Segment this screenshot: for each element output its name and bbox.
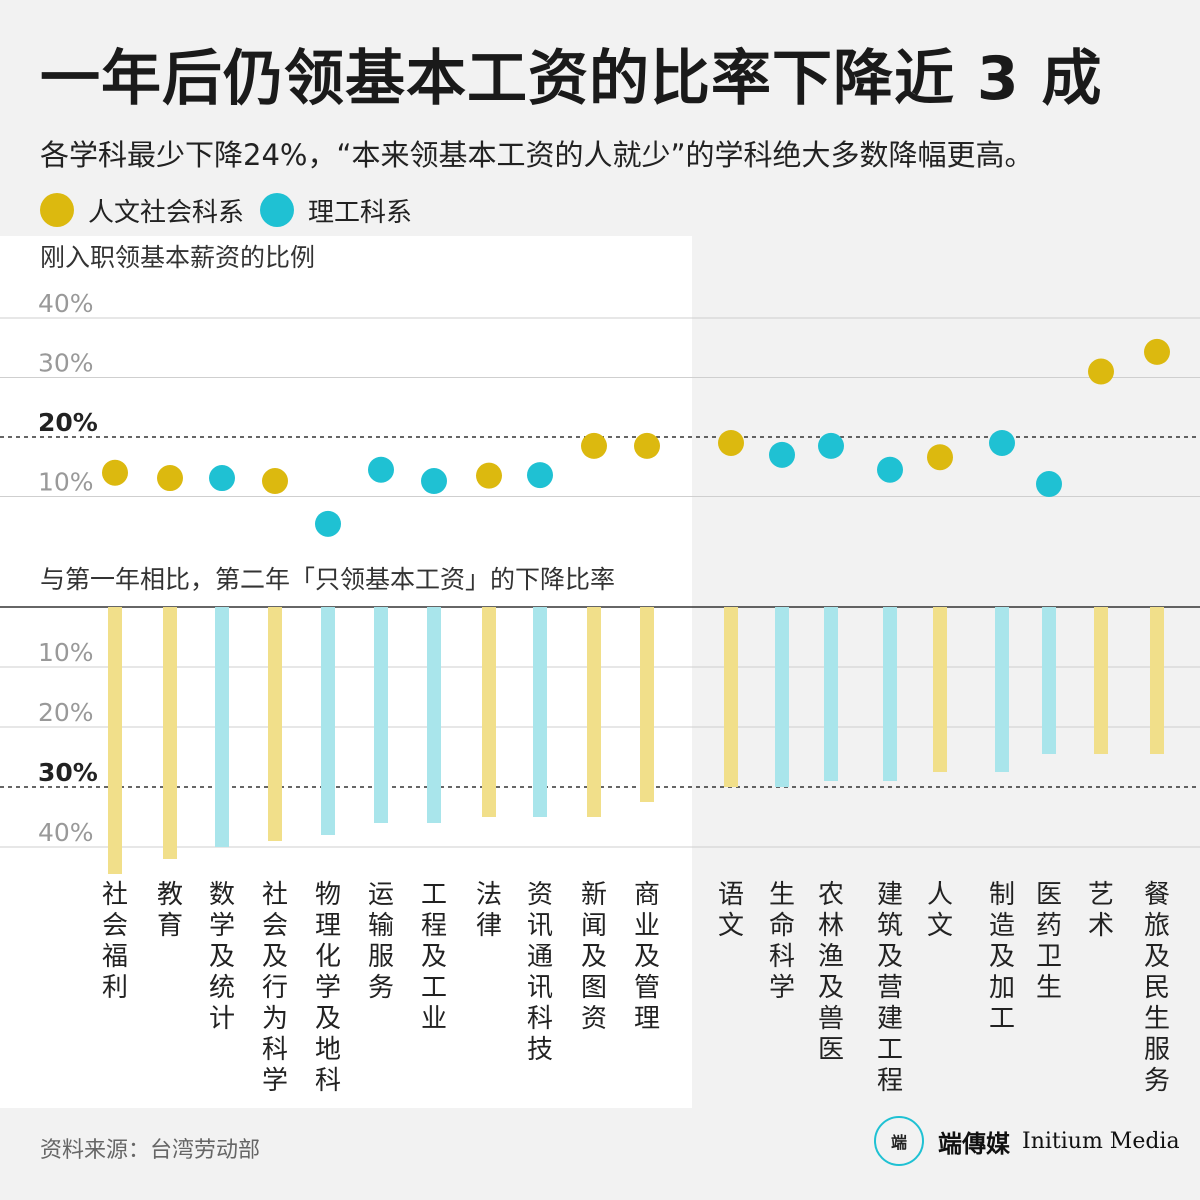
category-label: 社会及行为科学 [262, 880, 288, 1096]
bar-15 [933, 607, 947, 772]
bar-18 [1094, 607, 1108, 754]
category-label: 工程及工业 [421, 880, 447, 1034]
category-label: 餐旅及民生服务 [1144, 880, 1170, 1096]
bar-tick-label: 30% [38, 758, 98, 787]
category-label: 社会福利 [102, 880, 128, 1003]
scatter-tick-label: 40% [38, 289, 94, 318]
source-note: 资料来源：台湾劳动部 [40, 1138, 261, 1163]
category-label: 人文 [927, 880, 953, 941]
scatter-point-2 [209, 465, 235, 492]
category-label: 资讯通讯科技 [527, 880, 553, 1065]
scatter-tick-label: 10% [38, 468, 94, 497]
legend-swatch-science [260, 193, 295, 227]
bar-tick-label: 20% [38, 698, 94, 727]
scatter-title: 刚入职领基本薪资的比例 [40, 243, 315, 272]
scatter-point-4 [315, 510, 341, 537]
page-subtitle: 各学科最少下降24%，“本来领基本工资的人就少”的学科绝大多数降幅更高。 [40, 138, 1034, 172]
bar-tick-label: 40% [38, 818, 94, 847]
page-title: 一年后仍领基本工资的比率下降近 3 成 [40, 44, 1103, 114]
bar-1 [163, 607, 177, 859]
bar-16 [995, 607, 1009, 772]
scatter-point-11 [718, 429, 744, 456]
scatter-point-7 [476, 462, 502, 489]
bar-8 [533, 607, 547, 817]
scatter-tick-label: 20% [38, 408, 98, 437]
scatter-point-19 [1144, 338, 1170, 365]
legend-swatch-humanities [40, 193, 74, 227]
scatter-point-14 [877, 456, 903, 483]
scatter-point-15 [927, 444, 953, 471]
bar-title: 与第一年相比，第二年「只领基本工资」的下降比率 [40, 565, 615, 594]
legend: 人文社会科系 理工科系 [40, 190, 428, 230]
category-label: 物理化学及地科 [315, 880, 341, 1096]
bar-7 [482, 607, 496, 817]
scatter-point-6 [421, 468, 447, 495]
bar-3 [268, 607, 282, 841]
brand-name-en: Initium Media [1022, 1128, 1180, 1154]
legend-item-science: 理工科系 [260, 192, 412, 229]
scatter-point-0 [102, 459, 128, 486]
bar-17 [1042, 607, 1056, 754]
bar-2 [215, 607, 229, 847]
bar-tick-label: 10% [38, 638, 94, 667]
scatter-point-18 [1088, 358, 1114, 385]
category-label: 新闻及图资 [581, 880, 607, 1034]
scatter-point-9 [581, 432, 607, 459]
scatter-point-12 [769, 441, 795, 468]
category-label: 生命科学 [769, 880, 795, 1003]
category-label: 语文 [718, 880, 744, 941]
bar-4 [321, 607, 335, 835]
category-label: 法律 [476, 880, 502, 941]
legend-label-humanities: 人文社会科系 [88, 197, 245, 228]
bar-14 [883, 607, 897, 781]
bar-12 [775, 607, 789, 787]
bar-5 [374, 607, 388, 823]
bar-13 [824, 607, 838, 781]
category-label: 教育 [157, 880, 183, 941]
bar-10 [640, 607, 654, 802]
scatter-point-16 [989, 429, 1015, 456]
scatter-tick-label: 30% [38, 349, 94, 378]
category-label: 商业及管理 [634, 880, 660, 1034]
scatter-point-13 [818, 432, 844, 459]
legend-label-science: 理工科系 [308, 197, 413, 228]
bar-6 [427, 607, 441, 823]
category-label: 制造及加工 [989, 880, 1015, 1034]
scatter-point-1 [157, 465, 183, 492]
category-label: 建筑及营建工程 [877, 880, 903, 1096]
category-label: 运输服务 [368, 880, 394, 1003]
scatter-point-17 [1036, 471, 1062, 498]
bar-0 [108, 607, 122, 874]
category-label: 数学及统计 [209, 880, 235, 1034]
category-label: 医药卫生 [1036, 880, 1062, 1003]
scatter-point-8 [527, 462, 553, 489]
category-label: 艺术 [1088, 880, 1114, 941]
brand-logo: 端 端傳媒 Initium Media [874, 1116, 1180, 1166]
scatter-point-3 [262, 468, 288, 495]
bar-9 [587, 607, 601, 817]
scatter-point-5 [368, 456, 394, 483]
brand-mark: 端 [874, 1116, 924, 1166]
legend-item-humanities: 人文社会科系 [40, 192, 244, 229]
bar-11 [724, 607, 738, 787]
scatter-point-10 [634, 432, 660, 459]
brand-name-zh: 端傳媒 [938, 1128, 1010, 1158]
bar-19 [1150, 607, 1164, 754]
category-label: 农林渔及兽医 [818, 880, 844, 1065]
